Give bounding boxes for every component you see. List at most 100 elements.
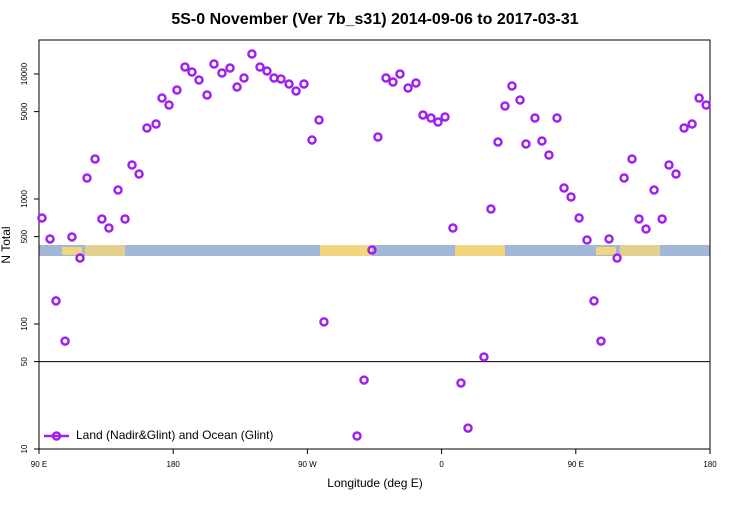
point bbox=[151, 119, 161, 129]
point bbox=[403, 83, 413, 93]
point bbox=[37, 213, 47, 223]
point bbox=[232, 82, 242, 92]
point bbox=[319, 317, 329, 327]
point bbox=[530, 113, 540, 123]
x-tick-label: 90 E bbox=[31, 460, 47, 469]
point bbox=[209, 59, 219, 69]
point bbox=[418, 110, 428, 120]
point bbox=[239, 73, 249, 83]
legend-marker bbox=[51, 431, 62, 441]
point bbox=[612, 253, 622, 263]
point bbox=[448, 223, 458, 233]
point bbox=[90, 154, 100, 164]
plot-frame bbox=[38, 39, 711, 450]
point bbox=[493, 137, 503, 147]
point bbox=[51, 296, 61, 306]
point bbox=[373, 132, 383, 142]
point bbox=[507, 81, 517, 91]
point bbox=[291, 86, 301, 96]
point bbox=[619, 173, 629, 183]
legend-label: Land (Nadir&Glint) and Ocean (Glint) bbox=[76, 428, 273, 442]
point bbox=[247, 49, 257, 59]
point bbox=[559, 183, 569, 193]
point bbox=[299, 79, 309, 89]
point bbox=[500, 101, 510, 111]
point bbox=[255, 62, 265, 72]
point bbox=[187, 67, 197, 77]
point bbox=[456, 378, 466, 388]
point bbox=[566, 192, 576, 202]
point bbox=[314, 115, 324, 125]
point bbox=[479, 352, 489, 362]
point bbox=[307, 135, 317, 145]
point bbox=[262, 66, 272, 76]
point bbox=[127, 160, 137, 170]
point bbox=[701, 100, 711, 110]
point bbox=[194, 75, 204, 85]
y-tick-label: 10000 bbox=[20, 62, 29, 85]
point bbox=[604, 234, 614, 244]
point bbox=[641, 224, 651, 234]
y-tick-label: 50 bbox=[20, 357, 29, 366]
point bbox=[75, 253, 85, 263]
point bbox=[664, 160, 674, 170]
point bbox=[381, 73, 391, 83]
point bbox=[515, 95, 525, 105]
point bbox=[486, 204, 496, 214]
point bbox=[552, 113, 562, 123]
y-tick-label: 10 bbox=[20, 444, 29, 453]
x-tick-label: 90 E bbox=[568, 460, 584, 469]
point bbox=[217, 68, 227, 78]
point bbox=[134, 169, 144, 179]
point bbox=[367, 245, 377, 255]
y-axis-label: N Total bbox=[0, 226, 13, 263]
point bbox=[440, 112, 450, 122]
point bbox=[120, 214, 130, 224]
point bbox=[157, 93, 167, 103]
x-tick-label: 0 bbox=[439, 460, 444, 469]
point bbox=[142, 123, 152, 133]
point bbox=[671, 169, 681, 179]
point bbox=[574, 213, 584, 223]
point bbox=[463, 423, 473, 433]
point bbox=[225, 63, 235, 73]
y-tick-label: 5000 bbox=[20, 102, 29, 120]
point bbox=[388, 77, 398, 87]
point bbox=[694, 93, 704, 103]
x-tick-label: 180 bbox=[167, 460, 181, 469]
point bbox=[544, 150, 554, 160]
chart-title: 5S-0 November (Ver 7b_s31) 2014-09-06 to… bbox=[171, 11, 578, 28]
point bbox=[634, 214, 644, 224]
x-axis-label: Longitude (deg E) bbox=[327, 476, 422, 490]
point bbox=[113, 185, 123, 195]
point bbox=[284, 79, 294, 89]
point bbox=[97, 214, 107, 224]
y-tick-label: 500 bbox=[20, 229, 29, 243]
point bbox=[180, 62, 190, 72]
point bbox=[45, 234, 55, 244]
point bbox=[359, 375, 369, 385]
point bbox=[164, 100, 174, 110]
point bbox=[433, 117, 443, 127]
point bbox=[172, 85, 182, 95]
point bbox=[537, 136, 547, 146]
point bbox=[395, 69, 405, 79]
point bbox=[521, 139, 531, 149]
point bbox=[276, 74, 286, 84]
point bbox=[657, 214, 667, 224]
x-tick-label: 90 W bbox=[298, 460, 317, 469]
point bbox=[202, 90, 212, 100]
x-tick-label: 180 bbox=[703, 460, 717, 469]
y-tick-label: 1000 bbox=[20, 190, 29, 208]
point bbox=[426, 113, 436, 123]
point bbox=[649, 185, 659, 195]
point bbox=[104, 223, 114, 233]
y-tick-label: 100 bbox=[20, 317, 29, 331]
point bbox=[679, 123, 689, 133]
point bbox=[627, 154, 637, 164]
point bbox=[596, 336, 606, 346]
point bbox=[352, 431, 362, 441]
point bbox=[67, 232, 77, 242]
point bbox=[411, 78, 421, 88]
